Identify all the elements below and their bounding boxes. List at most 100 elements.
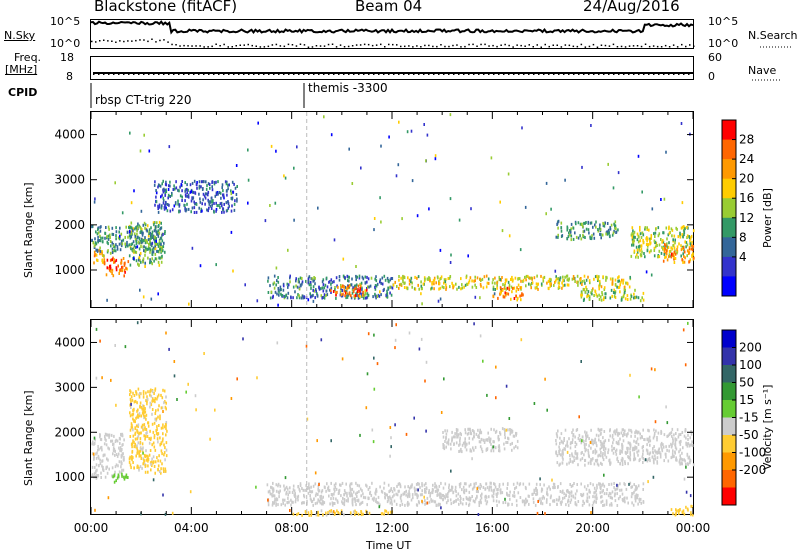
echo-mark-power bbox=[164, 203, 166, 207]
nsearch-trace-point bbox=[263, 46, 266, 48]
nave-trace-point bbox=[588, 73, 590, 75]
echo-mark-velocity bbox=[108, 433, 111, 437]
echo-mark-power bbox=[633, 230, 636, 234]
echo-mark-velocity bbox=[112, 446, 115, 450]
echo-mark-power bbox=[111, 272, 113, 275]
echo-mark-power bbox=[480, 284, 482, 288]
echo-mark-power bbox=[102, 254, 105, 258]
echo-mark-power bbox=[402, 278, 404, 282]
echo-mark-power bbox=[520, 298, 522, 302]
echo-mark-velocity bbox=[623, 498, 626, 501]
echo-mark-velocity bbox=[584, 463, 586, 467]
echo-mark-velocity bbox=[282, 498, 284, 502]
echo-mark-velocity bbox=[395, 492, 397, 496]
echo-mark-power bbox=[137, 235, 139, 239]
echo-mark-power bbox=[556, 221, 559, 225]
scatter-mark-power bbox=[191, 246, 194, 250]
echo-mark-velocity bbox=[139, 404, 141, 408]
echo-mark-velocity bbox=[143, 423, 146, 427]
echo-mark-velocity bbox=[457, 435, 459, 439]
echo-mark-velocity bbox=[268, 489, 271, 493]
echo-mark-power bbox=[640, 244, 643, 248]
echo-mark-power bbox=[618, 275, 620, 279]
echo-mark-velocity bbox=[431, 491, 434, 495]
echo-mark-power bbox=[138, 256, 141, 260]
echo-mark-velocity bbox=[148, 453, 151, 457]
nave-trace-point bbox=[628, 73, 630, 75]
echo-mark-power bbox=[654, 231, 657, 235]
scatter-mark-power bbox=[398, 120, 400, 124]
echo-mark-power bbox=[595, 225, 597, 229]
scatter-mark-velocity bbox=[165, 331, 167, 335]
echo-mark-power bbox=[591, 234, 593, 238]
echo-mark-power bbox=[591, 292, 593, 296]
echo-mark-velocity bbox=[145, 399, 147, 403]
echo-mark-power bbox=[279, 285, 282, 289]
scatter-mark-power bbox=[307, 298, 310, 302]
echo-mark-power bbox=[137, 262, 139, 266]
echo-mark-power bbox=[402, 274, 404, 278]
echo-mark-velocity bbox=[513, 494, 516, 498]
echo-mark-velocity bbox=[425, 482, 427, 486]
echo-mark-power bbox=[365, 288, 368, 292]
echo-mark-velocity bbox=[687, 433, 689, 437]
echo-mark-power bbox=[358, 274, 361, 278]
echo-mark-power bbox=[463, 285, 465, 289]
echo-mark-velocity bbox=[385, 509, 388, 513]
echo-mark-velocity bbox=[659, 455, 662, 459]
echo-mark-velocity bbox=[645, 448, 648, 452]
echo-mark-power bbox=[590, 221, 593, 225]
scatter-mark-velocity bbox=[476, 487, 479, 491]
echo-mark-velocity bbox=[139, 465, 142, 469]
echo-mark-power bbox=[168, 203, 170, 207]
scatter-mark-power bbox=[293, 166, 295, 170]
nsearch-trace-point bbox=[580, 43, 583, 46]
echo-mark-velocity bbox=[391, 495, 394, 499]
echo-mark-velocity bbox=[112, 443, 114, 446]
echo-mark-power bbox=[378, 294, 381, 298]
echo-mark-power bbox=[600, 298, 603, 302]
echo-mark-velocity bbox=[474, 445, 477, 449]
echo-mark-velocity bbox=[159, 470, 161, 473]
echo-mark-velocity bbox=[317, 489, 320, 493]
echo-mark-power bbox=[191, 190, 194, 194]
echo-mark-power bbox=[228, 183, 230, 187]
echo-mark-power bbox=[165, 206, 167, 210]
y-tick-label: 1000 bbox=[54, 470, 85, 484]
echo-mark-velocity bbox=[446, 429, 449, 433]
scatter-mark-velocity bbox=[482, 359, 484, 363]
echo-mark-velocity bbox=[629, 443, 632, 447]
echo-mark-velocity bbox=[147, 421, 149, 425]
echo-mark-velocity bbox=[667, 459, 670, 463]
echo-mark-velocity bbox=[105, 438, 107, 442]
echo-mark-velocity bbox=[134, 399, 137, 403]
echo-mark-power bbox=[143, 221, 146, 225]
echo-mark-velocity bbox=[373, 498, 375, 502]
echo-mark-velocity bbox=[492, 492, 495, 496]
echo-mark-velocity bbox=[267, 490, 270, 494]
echo-mark-velocity bbox=[484, 495, 486, 499]
echo-mark-velocity bbox=[559, 441, 561, 445]
echo-mark-velocity bbox=[142, 392, 145, 396]
echo-mark-velocity bbox=[509, 490, 511, 494]
nave-trace-point bbox=[303, 73, 305, 75]
echo-mark-velocity bbox=[681, 451, 683, 455]
echo-mark-power bbox=[668, 227, 670, 231]
scatter-mark-velocity bbox=[314, 471, 317, 475]
echo-mark-velocity bbox=[600, 495, 602, 499]
echo-mark-power bbox=[662, 239, 664, 243]
echo-mark-velocity bbox=[301, 513, 303, 517]
echo-mark-power bbox=[680, 244, 682, 248]
echo-mark-power bbox=[530, 276, 533, 280]
echo-mark-velocity bbox=[156, 425, 158, 429]
echo-mark-velocity bbox=[628, 428, 630, 432]
echo-mark-velocity bbox=[96, 468, 98, 472]
echo-mark-power bbox=[101, 260, 104, 264]
echo-mark-velocity bbox=[444, 496, 446, 500]
echo-mark-power bbox=[375, 279, 378, 283]
echo-mark-velocity bbox=[321, 489, 324, 493]
echo-mark-power bbox=[658, 232, 661, 236]
echo-mark-velocity bbox=[636, 437, 639, 441]
echo-mark-power bbox=[330, 282, 332, 286]
nave-trace-point bbox=[158, 73, 160, 75]
